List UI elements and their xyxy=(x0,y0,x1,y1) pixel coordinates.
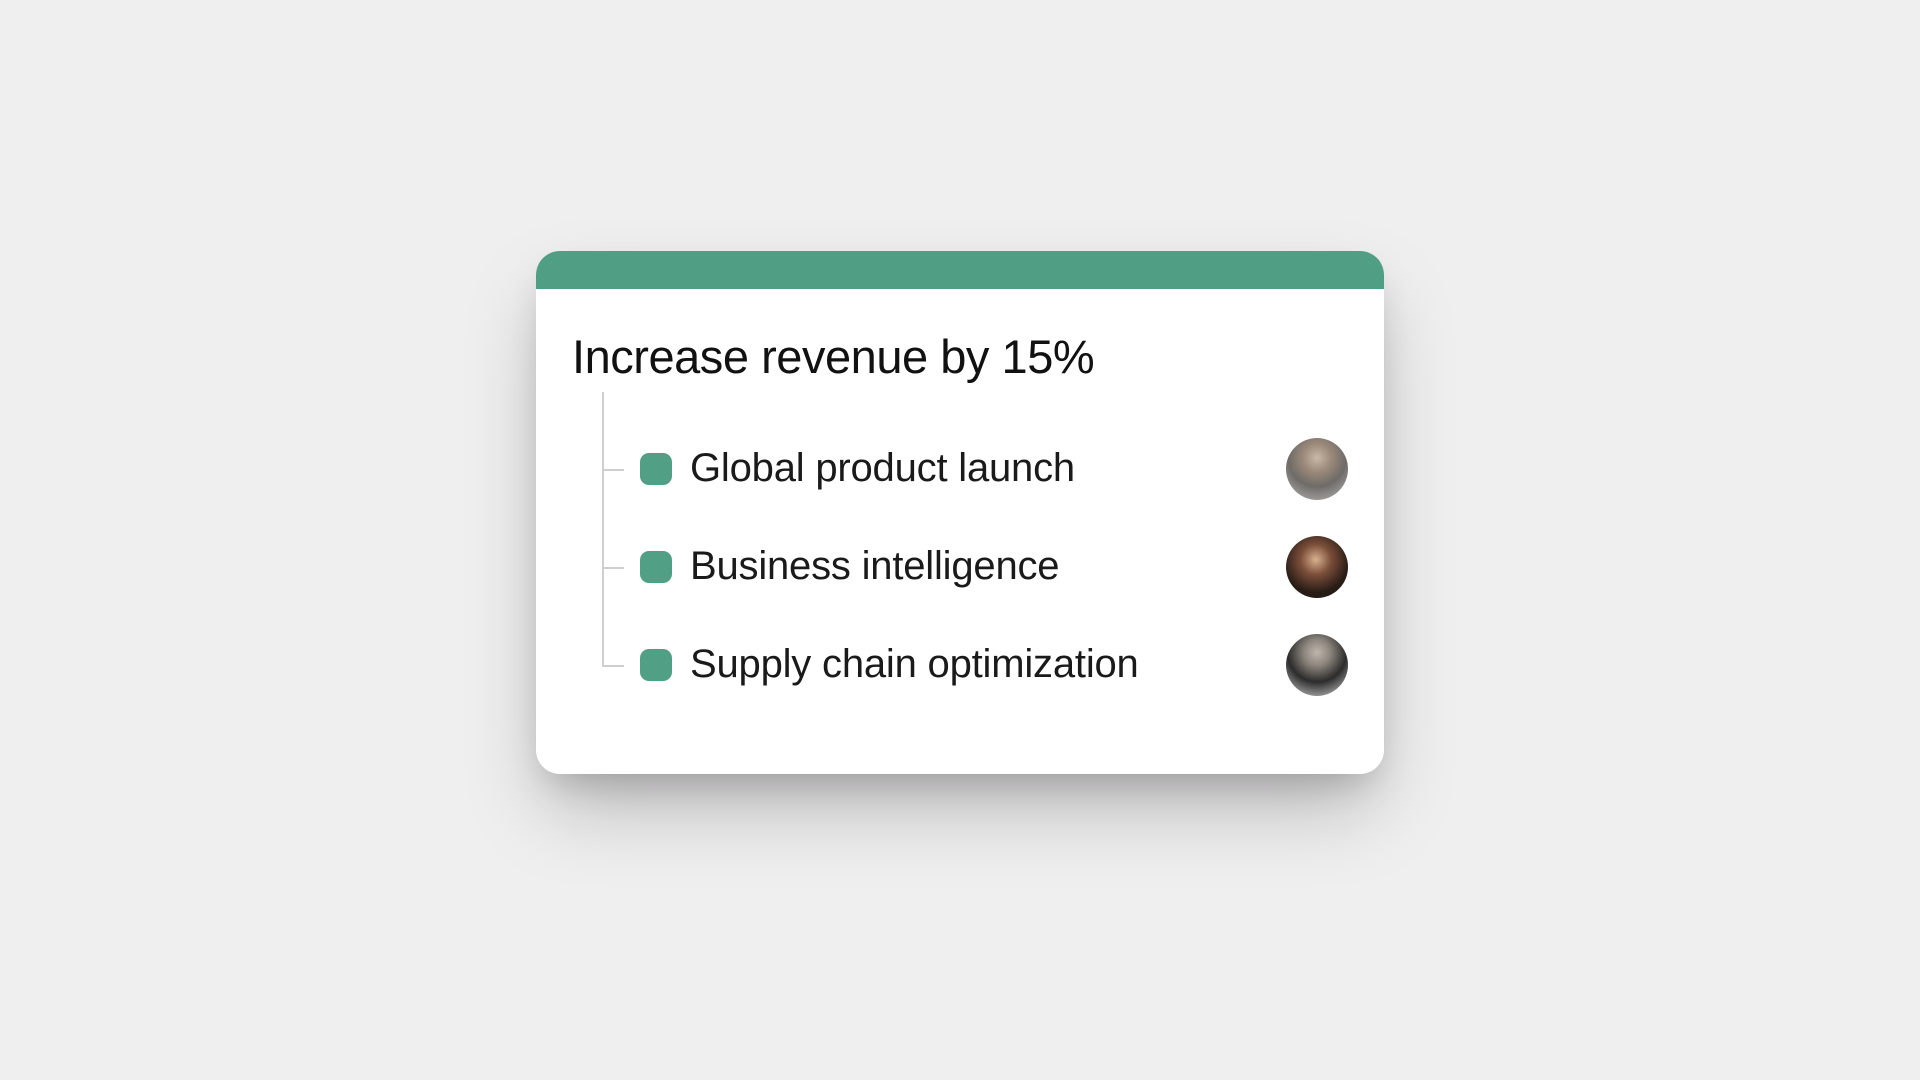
goal-card[interactable]: Increase revenue by 15% Global product l… xyxy=(536,251,1384,774)
card-title: Increase revenue by 15% xyxy=(572,329,1348,384)
assignee-avatar[interactable] xyxy=(1286,634,1348,696)
subtask-tree: Global product launch Business intellige… xyxy=(602,392,1348,714)
tree-branch-line xyxy=(602,665,624,667)
subtask-row[interactable]: Business intelligence xyxy=(602,518,1348,616)
subtask-label: Supply chain optimization xyxy=(690,642,1268,687)
subtask-label: Business intelligence xyxy=(690,544,1268,589)
tree-branch-line xyxy=(602,469,624,471)
subtask-row[interactable]: Global product launch xyxy=(602,420,1348,518)
card-header-bar xyxy=(536,251,1384,289)
tree-branch-line xyxy=(602,567,624,569)
status-chip-icon xyxy=(640,453,672,485)
status-chip-icon xyxy=(640,649,672,681)
status-chip-icon xyxy=(640,551,672,583)
assignee-avatar[interactable] xyxy=(1286,536,1348,598)
stage: Increase revenue by 15% Global product l… xyxy=(0,0,1920,1080)
subtask-row[interactable]: Supply chain optimization xyxy=(602,616,1348,714)
subtask-label: Global product launch xyxy=(690,446,1268,491)
card-body: Increase revenue by 15% Global product l… xyxy=(536,289,1384,774)
assignee-avatar[interactable] xyxy=(1286,438,1348,500)
